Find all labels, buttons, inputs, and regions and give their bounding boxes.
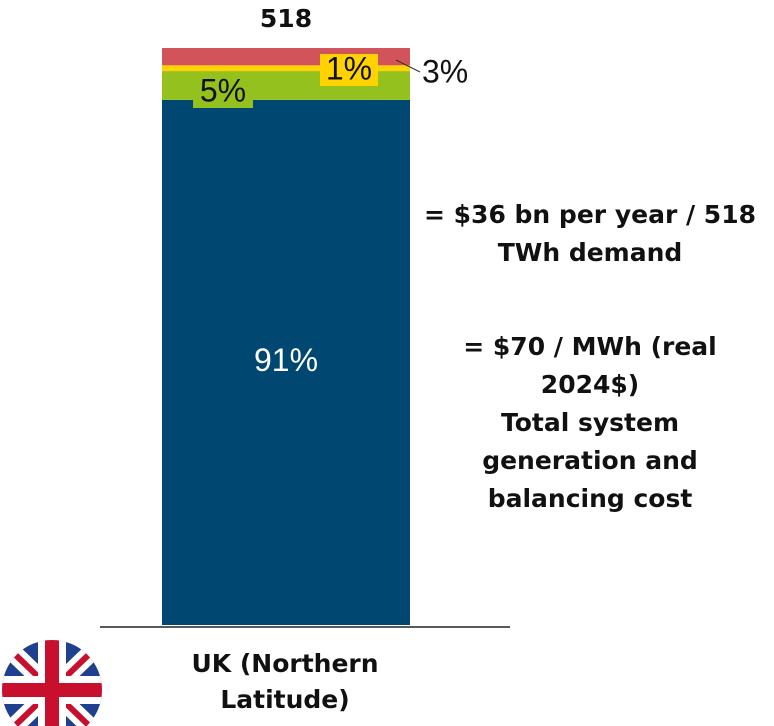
x-category-label: UK (Northern Latitude)	[191, 649, 379, 714]
annotation: = $70 / MWh (real 2024$)	[463, 332, 717, 399]
annotation: = $36 bn per year / 518 TWh demand	[424, 200, 756, 267]
bar-segment	[162, 99, 410, 626]
total-label: 518	[260, 4, 312, 33]
label-box	[193, 76, 253, 108]
data-label: 1%	[326, 50, 372, 86]
leader-line	[395, 59, 421, 73]
label-box	[320, 54, 378, 86]
data-label: 91%	[254, 342, 318, 378]
data-label: 5%	[200, 72, 246, 108]
data-label: 3%	[422, 53, 468, 89]
bar-segment	[162, 65, 410, 72]
annotation: Total system generation and balancing co…	[482, 408, 698, 513]
uk-flag	[2, 640, 102, 726]
